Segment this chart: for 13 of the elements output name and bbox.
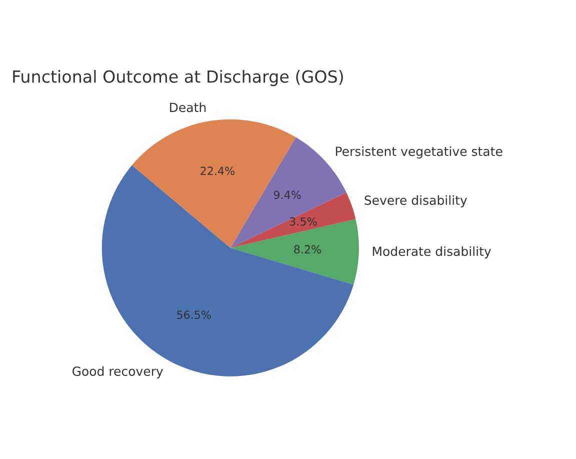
slice-label: Good recovery (72, 366, 163, 378)
data-label: 3.5% (290, 217, 317, 226)
pie-slice (230, 219, 359, 285)
data-label: 9.4% (274, 190, 301, 200)
slice-label: Death (170, 102, 206, 112)
data-label: 22.4% (200, 166, 234, 176)
slice-label: Severe disability (364, 195, 467, 208)
slice-label: Persistent vegetative state (336, 146, 502, 159)
data-label: 8.2% (294, 245, 321, 254)
data-label: 56.5% (177, 310, 211, 319)
chart-title: Functional Outcome at Discharge (GOS) (13, 70, 343, 86)
pie-slice (102, 165, 354, 376)
slice-label: Moderate disability (372, 246, 491, 258)
